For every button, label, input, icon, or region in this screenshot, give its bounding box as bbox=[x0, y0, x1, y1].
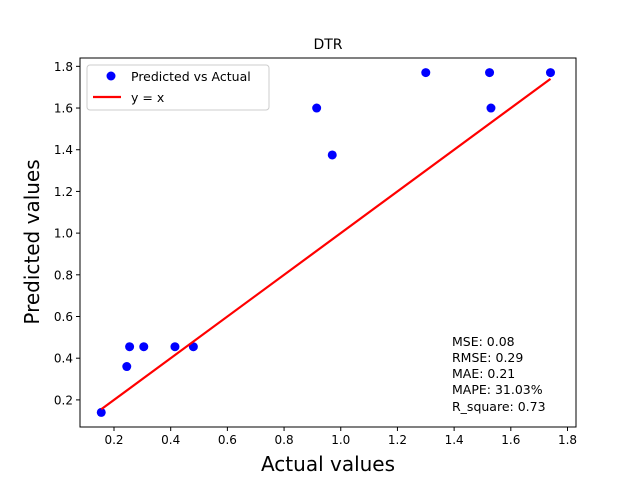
data-point bbox=[327, 150, 337, 160]
legend-label-scatter: Predicted vs Actual bbox=[131, 69, 251, 84]
plot-area bbox=[96, 68, 555, 417]
y-tick-label: 1.2 bbox=[54, 185, 73, 199]
data-point bbox=[312, 103, 322, 113]
legend: Predicted vs Actual y = x bbox=[86, 64, 270, 111]
data-point bbox=[139, 342, 149, 352]
y-tick-label: 0.8 bbox=[54, 268, 73, 282]
x-tick-label: 0.6 bbox=[218, 433, 237, 447]
x-tick-label: 1.6 bbox=[501, 433, 520, 447]
x-axis-ticks: 0.2 0.4 0.6 0.8 1.0 1.2 1.4 1.6 1.8 bbox=[104, 427, 577, 447]
y-tick-label: 0.6 bbox=[54, 310, 73, 324]
x-tick-label: 0.8 bbox=[275, 433, 294, 447]
x-axis-label: Actual values bbox=[261, 452, 395, 476]
metric-mape: MAPE: 31.03% bbox=[452, 382, 543, 397]
x-tick-label: 1.8 bbox=[558, 433, 577, 447]
metrics-annotation: MSE: 0.08 RMSE: 0.29 MAE: 0.21 MAPE: 31.… bbox=[452, 334, 546, 414]
plot-frame bbox=[79, 57, 577, 428]
data-point bbox=[421, 68, 431, 78]
metric-r-square: R_square: 0.73 bbox=[452, 399, 546, 414]
data-point bbox=[125, 342, 135, 352]
data-point bbox=[122, 362, 132, 372]
legend-label-line: y = x bbox=[131, 90, 164, 105]
metric-mae: MAE: 0.21 bbox=[452, 366, 515, 381]
data-point bbox=[545, 68, 555, 78]
x-tick-label: 0.4 bbox=[161, 433, 180, 447]
y-tick-label: 0.2 bbox=[54, 393, 73, 407]
legend-box bbox=[86, 64, 270, 111]
y-tick-label: 1.6 bbox=[54, 102, 73, 116]
data-point bbox=[486, 103, 496, 113]
identity-line bbox=[100, 77, 552, 411]
data-point bbox=[170, 342, 180, 352]
y-tick-label: 1.4 bbox=[54, 143, 73, 157]
y-tick-label: 1.8 bbox=[54, 60, 73, 74]
x-tick-label: 1.0 bbox=[331, 433, 350, 447]
metric-rmse: RMSE: 0.29 bbox=[452, 350, 523, 365]
y-tick-label: 1.0 bbox=[54, 227, 73, 241]
metric-mse: MSE: 0.08 bbox=[452, 334, 515, 349]
y-axis-ticks: 0.2 0.4 0.6 0.8 1.0 1.2 1.4 1.6 1.8 bbox=[54, 60, 80, 407]
y-axis-label: Predicted values bbox=[20, 159, 44, 324]
x-tick-label: 1.4 bbox=[445, 433, 464, 447]
x-tick-label: 0.2 bbox=[104, 433, 123, 447]
x-tick-label: 1.2 bbox=[388, 433, 407, 447]
y-tick-label: 0.4 bbox=[54, 352, 73, 366]
data-point bbox=[96, 407, 106, 417]
data-point bbox=[485, 68, 495, 78]
legend-marker-scatter bbox=[106, 71, 116, 81]
chart-title: DTR bbox=[313, 37, 342, 53]
